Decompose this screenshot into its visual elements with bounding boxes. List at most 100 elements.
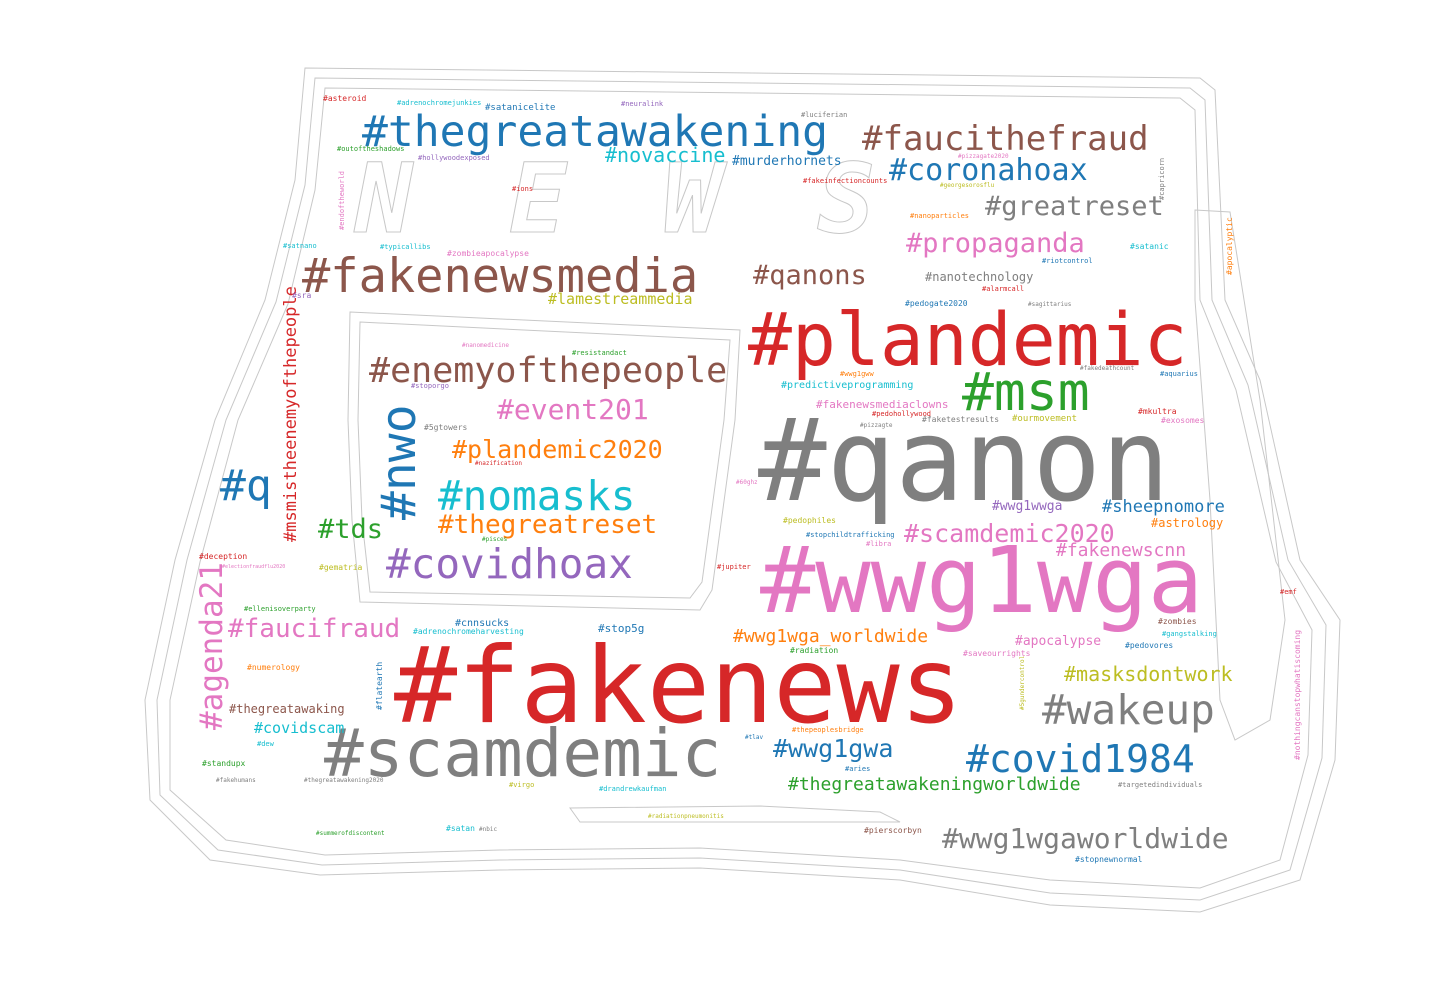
word: #flatearth xyxy=(375,662,384,710)
word: #satanic xyxy=(1130,242,1169,251)
mask-outline xyxy=(144,67,1341,913)
word: #deception xyxy=(199,552,247,561)
word: #gematria xyxy=(319,563,363,572)
word: #satanicelite xyxy=(485,103,555,113)
word: #plandemic xyxy=(748,298,1188,383)
word: #thegreatawakeningworldwide xyxy=(788,774,1081,795)
word: #pedovores xyxy=(1125,641,1173,650)
word: #gangstalking xyxy=(1162,630,1217,638)
words: #thegreatawakening #faucithefraud #novacci… xyxy=(194,94,1302,864)
word: #5gtowers xyxy=(424,423,468,432)
word: #covidhoax xyxy=(386,540,633,588)
word: #faketestresults xyxy=(922,415,999,424)
word: #predictiveprogramming xyxy=(781,380,913,391)
word: #jupiter xyxy=(717,563,751,571)
word: #astrology xyxy=(1151,516,1223,530)
word: #greatreset xyxy=(985,191,1164,222)
word: #drandrewkaufman xyxy=(599,785,666,793)
word: #wwg1wga xyxy=(760,527,1203,634)
word: #nwo xyxy=(371,404,427,520)
word: #wwg1wga_worldwide xyxy=(733,626,928,647)
word: #apocalypse xyxy=(1015,634,1101,649)
word: #msmistheenemyofthepeople xyxy=(281,286,301,542)
word: #pizzagate2020 xyxy=(958,153,1009,160)
word: #stopnewnormal xyxy=(1075,855,1143,864)
word: #wwg1wgaworldwide xyxy=(942,822,1229,855)
word: #wwg1gww xyxy=(840,370,875,378)
word: #zombieapocalypse xyxy=(447,249,529,258)
word: #wwg1wwga xyxy=(992,499,1062,514)
word: #capricorn xyxy=(1158,158,1166,200)
word: #nbic xyxy=(479,826,497,833)
word: #novaccine xyxy=(605,143,725,167)
word: #faucithefraud xyxy=(862,119,1149,159)
word: #asteroid xyxy=(323,94,367,103)
word: #faucifraud xyxy=(228,614,400,644)
word: #endoftheworld xyxy=(338,171,346,230)
word: #nomasks xyxy=(438,472,635,520)
word: #nothingcanstopwhatiscoming xyxy=(1293,630,1302,760)
word: #radiationpneumonitis xyxy=(648,813,724,820)
word: #typicallibs xyxy=(380,243,431,251)
word: #zombies xyxy=(1158,617,1197,626)
word: #neuralink xyxy=(621,100,664,108)
word: #masksdontwork xyxy=(1064,662,1233,686)
word: #fakenewscnn xyxy=(1056,540,1186,561)
word: #emf xyxy=(1280,588,1297,596)
word: #fakenews xyxy=(394,625,963,747)
word: #radiation xyxy=(790,646,838,655)
word: #sra xyxy=(292,291,311,300)
word: #adrenochromeharvesting xyxy=(413,627,524,636)
word: #msm xyxy=(962,362,1090,423)
word: #exosomes xyxy=(1161,416,1205,425)
word: #murderhornets xyxy=(732,154,842,169)
word: #pierscorbyn xyxy=(864,826,922,835)
word: #fakeinfectioncounts xyxy=(803,177,887,185)
word: #saveourrights xyxy=(963,649,1031,658)
word: #stoporgo xyxy=(411,382,449,390)
word: #fakenewsmediaclowns xyxy=(816,398,948,411)
word: #libra xyxy=(866,540,891,548)
word: #ions xyxy=(512,185,533,193)
word: #agenda21 xyxy=(194,562,230,730)
word: #ellenisoverparty xyxy=(244,605,316,613)
word: #thepeoplesbridge xyxy=(792,726,864,734)
word: #fakedeathcount xyxy=(1080,365,1135,372)
word: #scamdemic xyxy=(324,715,721,792)
word: #adrenochromejunkies xyxy=(397,99,481,107)
word: #luciferian xyxy=(801,111,847,119)
word: #propaganda xyxy=(906,228,1085,259)
word: #pisces xyxy=(482,536,508,543)
word: #fakehumans xyxy=(216,777,256,784)
word: #georgesorosflu xyxy=(940,182,995,189)
word: #pedophiles xyxy=(783,516,836,525)
word: #outoftheshadows xyxy=(337,145,404,153)
word: #pedohollywood xyxy=(872,410,931,418)
word: #alarmcall xyxy=(982,285,1024,293)
word: #cnnsucks xyxy=(455,618,509,629)
word: #sagittarius xyxy=(1028,301,1072,308)
word: #satan xyxy=(446,824,475,833)
word: #wwg1gwa xyxy=(773,734,893,763)
word: #60ghz xyxy=(736,479,758,486)
word: #hollywoodexposed xyxy=(418,154,490,162)
word: #virgo xyxy=(509,781,534,789)
word: #nanomedicine xyxy=(462,342,509,349)
word: #riotcontrol xyxy=(1042,257,1093,265)
word: #tlav xyxy=(745,734,763,741)
word: #covid1984 xyxy=(966,737,1195,781)
word: #thegreatreset xyxy=(438,510,657,540)
word: #plandemic2020 xyxy=(452,435,663,464)
word: #satnano xyxy=(283,242,317,250)
word: #5gundercontrol xyxy=(1019,655,1026,710)
word: #q xyxy=(220,461,272,511)
word: #nazification xyxy=(475,460,522,467)
word: #fakenewsmedia xyxy=(302,249,698,304)
word: #numerology xyxy=(247,663,300,672)
word: #tds xyxy=(318,514,383,545)
word: #stop5g xyxy=(598,622,644,635)
word: #thegreatawakening xyxy=(362,107,828,157)
word: #aquarius xyxy=(1160,370,1198,378)
word: #pizzagte xyxy=(860,422,893,429)
